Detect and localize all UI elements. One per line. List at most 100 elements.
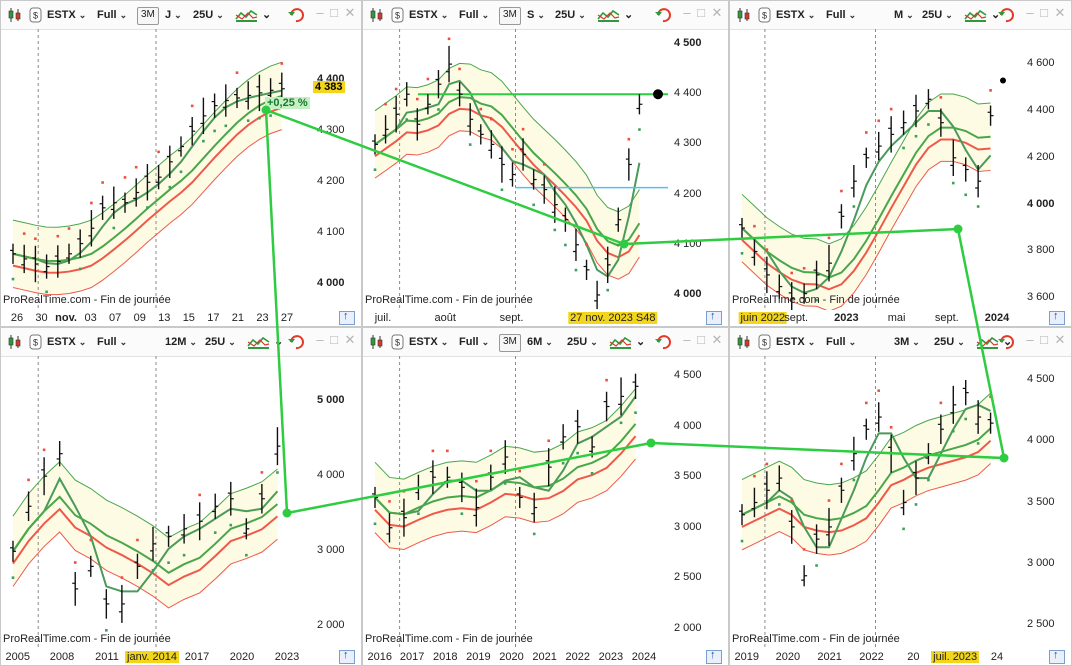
price-chart[interactable]: [363, 29, 668, 310]
x-axis[interactable]: juin 2022 sept. 2023 mai sept. 2024: [730, 310, 1021, 326]
price-chart[interactable]: [730, 29, 1021, 310]
price-chart[interactable]: [1, 29, 311, 310]
refresh-icon[interactable]: [997, 334, 1017, 350]
link-icon[interactable]: $: [28, 334, 44, 350]
chart-panel-p2[interactable]: $ ESTX ⌄ Full ⌄ 3M S ⌄ 25U ⌄ ⌄ – □ ✕ 4 500 4 400 4 300 4 …: [362, 0, 729, 327]
chevron-down-icon[interactable]: ⌄: [274, 336, 284, 348]
maximize-icon[interactable]: □: [1040, 5, 1048, 20]
link-icon[interactable]: $: [28, 7, 44, 23]
indicators-icon[interactable]: [609, 334, 633, 350]
maximize-icon[interactable]: □: [330, 332, 338, 347]
indicators-icon[interactable]: [235, 7, 259, 23]
display-mode-selector[interactable]: Full ⌄: [97, 7, 127, 23]
close-icon[interactable]: ✕: [711, 5, 723, 20]
x-axis[interactable]: 2019 2020 2021 2022 20 juil. 2023 24: [730, 649, 1021, 665]
y-axis[interactable]: 4 600 4 400 4 200 4 000 3 800 3 600: [1021, 29, 1071, 310]
display-mode-selector[interactable]: Full ⌄: [459, 7, 489, 23]
refresh-icon[interactable]: [287, 7, 307, 23]
scroll-to-latest-button[interactable]: [1049, 649, 1065, 664]
maximize-icon[interactable]: □: [697, 332, 705, 347]
x-axis[interactable]: 26 30 nov. 03 07 09 13 15 17 21 23 27: [1, 310, 311, 326]
scroll-to-latest-button[interactable]: [1049, 310, 1065, 325]
realtime-badge[interactable]: 3M: [499, 7, 521, 25]
close-icon[interactable]: ✕: [1054, 332, 1066, 347]
minimize-icon[interactable]: –: [1026, 5, 1034, 20]
units-selector[interactable]: 25U ⌄: [555, 7, 586, 23]
realtime-badge[interactable]: 3M: [137, 7, 159, 25]
candlestick-icon[interactable]: [7, 334, 23, 350]
units-selector[interactable]: 25U ⌄: [934, 334, 965, 350]
symbol-selector[interactable]: ESTX ⌄: [47, 7, 86, 23]
close-icon[interactable]: ✕: [711, 332, 723, 347]
period-selector[interactable]: S ⌄: [527, 7, 545, 23]
minimize-icon[interactable]: –: [683, 332, 691, 347]
period-selector[interactable]: J ⌄: [165, 7, 182, 23]
minimize-icon[interactable]: –: [316, 332, 324, 347]
period-selector[interactable]: 6M ⌄: [527, 334, 553, 350]
units-selector[interactable]: 25U ⌄: [205, 334, 236, 350]
minimize-icon[interactable]: –: [1026, 332, 1034, 347]
indicators-icon[interactable]: [964, 7, 988, 23]
units-selector[interactable]: 25U ⌄: [567, 334, 598, 350]
scroll-to-latest-button[interactable]: [339, 310, 355, 325]
link-icon[interactable]: $: [757, 334, 773, 350]
candlestick-icon[interactable]: [7, 7, 23, 23]
period-selector[interactable]: 12M ⌄: [165, 334, 197, 350]
candlestick-icon[interactable]: [736, 334, 752, 350]
symbol-selector[interactable]: ESTX ⌄: [409, 334, 448, 350]
scroll-to-latest-button[interactable]: [339, 649, 355, 664]
display-mode-selector[interactable]: Full ⌄: [459, 334, 489, 350]
display-mode-selector[interactable]: Full ⌄: [826, 334, 856, 350]
units-selector[interactable]: 25U ⌄: [922, 7, 953, 23]
chevron-down-icon[interactable]: ⌄: [1003, 336, 1013, 348]
chart-panel-p4[interactable]: $ ESTX ⌄ Full ⌄ 12M ⌄ 25U ⌄ ⌄ – □ ✕ 5 000 4 000 3 000 2 …: [0, 327, 362, 666]
y-axis[interactable]: 4 500 4 000 3 500 3 000 2 500: [1021, 356, 1071, 649]
close-icon[interactable]: ✕: [1054, 5, 1066, 20]
link-icon[interactable]: $: [390, 7, 406, 23]
display-mode-selector[interactable]: Full ⌄: [97, 334, 127, 350]
symbol-selector[interactable]: ESTX ⌄: [409, 7, 448, 23]
x-axis[interactable]: 2016 2017 2018 2019 2020 2021 2022 2023 2024: [363, 649, 668, 665]
close-icon[interactable]: ✕: [344, 332, 356, 347]
candlestick-icon[interactable]: [736, 7, 752, 23]
x-axis[interactable]: 2005 2008 2011 janv. 2014 2017 2020 2023: [1, 649, 311, 665]
y-axis[interactable]: 4 400 4 300 4 200 4 100 4 000: [311, 29, 361, 310]
minimize-icon[interactable]: –: [316, 5, 324, 20]
chevron-down-icon[interactable]: ⌄: [262, 9, 272, 21]
candlestick-icon[interactable]: [369, 7, 385, 23]
chevron-down-icon[interactable]: ⌄: [624, 9, 634, 21]
refresh-icon[interactable]: [997, 7, 1017, 23]
minimize-icon[interactable]: –: [683, 5, 691, 20]
refresh-icon[interactable]: [287, 334, 307, 350]
close-icon[interactable]: ✕: [344, 5, 356, 20]
maximize-icon[interactable]: □: [1040, 332, 1048, 347]
symbol-selector[interactable]: ESTX ⌄: [776, 334, 815, 350]
price-chart[interactable]: [363, 356, 668, 649]
maximize-icon[interactable]: □: [330, 5, 338, 20]
symbol-selector[interactable]: ESTX ⌄: [47, 334, 86, 350]
chart-panel-p3[interactable]: $ ESTX ⌄ Full ⌄ M ⌄ 25U ⌄ ⌄ – □ ✕ 4 600 4 400 4 200 4 00…: [729, 0, 1072, 327]
refresh-icon[interactable]: [654, 7, 674, 23]
chart-panel-p6[interactable]: $ ESTX ⌄ Full ⌄ 3M ⌄ 25U ⌄ ⌄ – □ ✕ 4 500 4 000 3 500 3 0…: [729, 327, 1072, 666]
y-axis[interactable]: 4 500 4 400 4 300 4 200 4 100 4 000: [668, 29, 728, 310]
y-axis[interactable]: 4 500 4 000 3 500 3 000 2 500 2 000: [668, 356, 728, 649]
indicators-icon[interactable]: [247, 334, 271, 350]
period-selector[interactable]: 3M ⌄: [894, 334, 920, 350]
price-chart[interactable]: [730, 356, 1021, 649]
chart-panel-p1[interactable]: $ ESTX ⌄ Full ⌄ 3M J ⌄ 25U ⌄ ⌄ – □ ✕ 4 400 4 300 4 200 4 …: [0, 0, 362, 327]
scroll-to-latest-button[interactable]: [706, 649, 722, 664]
chart-panel-p5[interactable]: $ ESTX ⌄ Full ⌄ 3M 6M ⌄ 25U ⌄ ⌄ – □ ✕ 4 500 4 000 3 500 3…: [362, 327, 729, 666]
scroll-to-latest-button[interactable]: [706, 310, 722, 325]
link-icon[interactable]: $: [390, 334, 406, 350]
y-axis[interactable]: 5 000 4 000 3 000 2 000: [311, 356, 361, 649]
period-selector[interactable]: M ⌄: [894, 7, 914, 23]
display-mode-selector[interactable]: Full ⌄: [826, 7, 856, 23]
symbol-selector[interactable]: ESTX ⌄: [776, 7, 815, 23]
link-icon[interactable]: $: [757, 7, 773, 23]
units-selector[interactable]: 25U ⌄: [193, 7, 224, 23]
price-chart[interactable]: [1, 356, 311, 649]
candlestick-icon[interactable]: [369, 334, 385, 350]
realtime-badge[interactable]: 3M: [499, 334, 521, 352]
refresh-icon[interactable]: [654, 334, 674, 350]
